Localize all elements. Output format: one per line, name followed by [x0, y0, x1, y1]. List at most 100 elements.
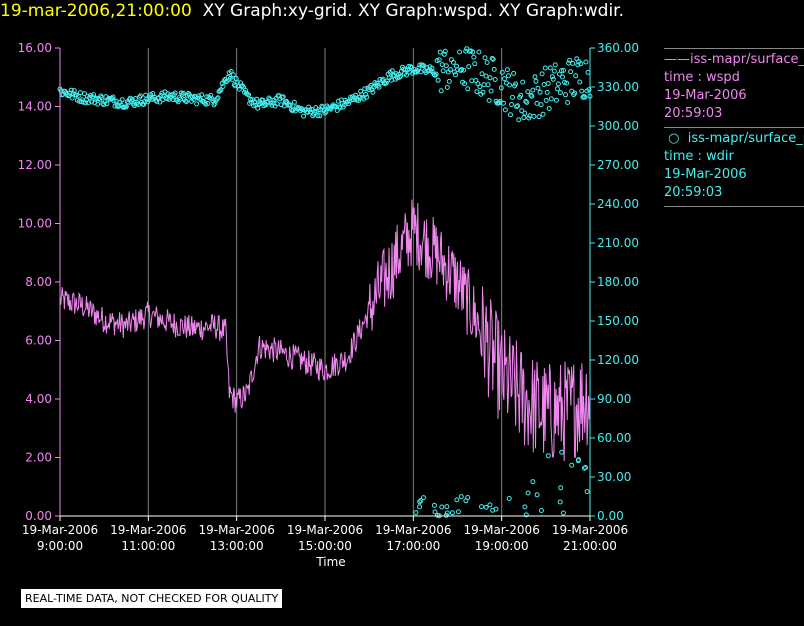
wdir-point [488, 88, 494, 94]
wdir-point [557, 499, 563, 505]
wdir-point [518, 92, 524, 98]
wdir-point [442, 48, 448, 54]
wdir-point [500, 100, 506, 106]
wdir-point [466, 64, 472, 70]
wdir-point [363, 91, 369, 97]
legend-wspd-time: 20:59:03 [664, 106, 723, 121]
legend-divider [664, 206, 804, 207]
wdir-point [376, 84, 382, 90]
wdir-point [567, 57, 573, 63]
wdir-point [71, 88, 77, 94]
wdir-point [551, 68, 557, 74]
wdir-point [436, 57, 442, 63]
wdir-point [444, 510, 450, 516]
wdir-point [194, 101, 200, 107]
wdir-point [523, 512, 529, 518]
wdir-point [535, 85, 541, 91]
wspd-line [59, 199, 591, 462]
wdir-point [451, 69, 457, 75]
wdir-point [458, 68, 464, 73]
wdir-point [456, 509, 461, 515]
wdir-point [472, 61, 478, 67]
x-axis-label: Time [315, 555, 345, 569]
wdir-point [435, 77, 441, 83]
wdir-point [492, 77, 498, 82]
y-right-tick-label: 120.00 [597, 353, 639, 367]
line-swatch-icon: —— [664, 52, 690, 67]
wdir-point [431, 502, 437, 508]
x-tick-date: 19-Mar-2006 [375, 523, 451, 537]
wdir-point [539, 71, 545, 77]
wdir-point [538, 102, 544, 108]
header-timestamp: 19-mar-2006,21:00:00 [0, 1, 192, 21]
wdir-point [306, 104, 312, 110]
wdir-point [354, 97, 360, 103]
wdir-point [183, 99, 189, 105]
wdir-point [413, 510, 419, 516]
y-left-tick-label: 10.00 [18, 217, 52, 231]
wdir-point [287, 102, 293, 108]
wdir-point [91, 92, 97, 98]
wdir-point [300, 107, 306, 113]
wdir-point [322, 110, 328, 116]
wdir-point [443, 63, 449, 69]
wdir-point [404, 72, 409, 78]
wdir-point [489, 55, 495, 61]
wdir-point [283, 98, 289, 104]
wdir-point [586, 87, 592, 93]
wdir-point [408, 64, 414, 70]
wdir-point [552, 62, 558, 68]
wdir-point [196, 93, 202, 99]
y-right-tick-label: 240.00 [597, 197, 639, 211]
wdir-point [443, 512, 449, 518]
wdir-point [506, 496, 512, 501]
wdir-point [582, 94, 588, 100]
wdir-point [439, 504, 445, 510]
wdir-point [432, 72, 438, 78]
wdir-point [123, 104, 129, 110]
wdir-point [531, 113, 537, 119]
wdir-point [485, 82, 491, 88]
wdir-point [477, 84, 483, 90]
wdir-point [540, 111, 546, 117]
wdir-point [490, 507, 496, 513]
wdir-point [558, 485, 564, 491]
wdir-point [462, 81, 468, 87]
wdir-point [550, 76, 556, 82]
wdir-point [486, 98, 492, 103]
wdir-point [372, 80, 378, 86]
legend: ——iss-mapr/surface_m time : wspd 19-Mar-… [664, 44, 804, 209]
x-tick-time: 9:00:00 [37, 539, 83, 553]
wdir-point [560, 74, 565, 80]
wdir-point [549, 74, 555, 80]
wdir-point [465, 86, 471, 92]
wdir-point [530, 479, 536, 485]
wdir-point [484, 60, 490, 65]
wdir-point [66, 93, 72, 99]
y-right-tick-label: 180.00 [597, 275, 639, 289]
wdir-point [474, 89, 480, 95]
legend-divider [664, 48, 804, 49]
x-tick-time: 11:00:00 [121, 539, 175, 553]
wdir-point [425, 68, 431, 74]
wdir-point [364, 94, 370, 100]
wspd-series [59, 199, 591, 462]
y-right-tick-label: 90.00 [597, 392, 631, 406]
legend-entry-wspd: ——iss-mapr/surface_m time : wspd 19-Mar-… [664, 51, 804, 123]
x-tick-time: 21:00:00 [563, 539, 617, 553]
wdir-point [575, 62, 581, 68]
wdir-point [389, 68, 395, 74]
y-left-axis-ticks: 0.00 2.00 4.00 6.00 8.00 10.00 12.00 14.00 16.00 [18, 41, 60, 523]
wdir-point [584, 489, 590, 495]
wdir-point [111, 98, 117, 104]
wdir-point [457, 49, 462, 55]
wdir-point [522, 504, 528, 510]
wdir-point [520, 79, 526, 85]
wdir-point [449, 510, 455, 516]
wdir-point [279, 95, 285, 100]
wdir-point [483, 504, 489, 510]
wdir-point [544, 89, 550, 95]
wdir-point [260, 97, 266, 103]
wdir-point [545, 81, 551, 86]
wdir-point [464, 46, 470, 52]
